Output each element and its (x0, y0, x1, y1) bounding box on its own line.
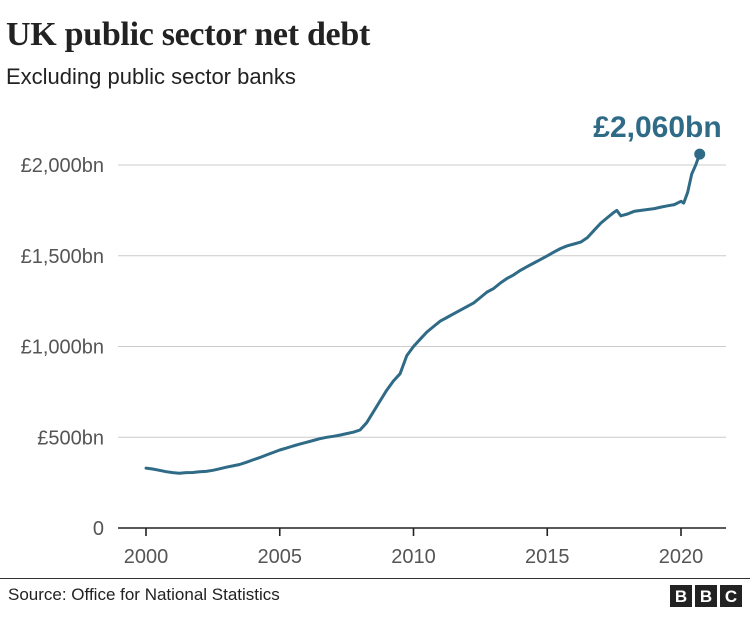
end-value-label: £2,060bn (593, 111, 721, 144)
x-tick-label: 2005 (258, 546, 303, 568)
y-tick-label: 0 (93, 518, 104, 540)
y-tick-label: £1,500bn (21, 246, 104, 268)
series-line-debt (144, 152, 702, 475)
x-tick-label: 2000 (124, 546, 169, 568)
chart-subtitle: Excluding public sector banks (6, 64, 296, 89)
chart-title: UK public sector net debt (6, 16, 370, 53)
y-axis-labels: 0 £500bn £1,000bn £1,500bn £2,000bn (21, 155, 104, 540)
x-tick-label: 2010 (391, 546, 436, 568)
x-axis-labels: 2000 2005 2010 2015 2020 (124, 546, 704, 568)
x-axis-ticks (145, 528, 682, 536)
source-note: Source: Office for National Statistics (8, 585, 280, 604)
footer-divider (0, 578, 750, 579)
end-point-marker (694, 148, 706, 160)
line-chart: 0 £500bn £1,000bn £1,500bn £2,000bn 2000 2005… (21, 111, 726, 568)
y-tick-label: £500bn (37, 427, 104, 449)
y-tick-label: £2,000bn (21, 155, 104, 177)
bbc-logo-letter: B (695, 585, 717, 607)
x-tick-label: 2020 (659, 546, 704, 568)
bbc-logo: B B C (670, 585, 742, 607)
bbc-logo-letter: C (720, 585, 742, 607)
x-tick-label: 2015 (525, 546, 570, 568)
y-tick-label: £1,000bn (21, 337, 104, 359)
gridlines (118, 164, 726, 438)
bbc-logo-letter: B (670, 585, 692, 607)
